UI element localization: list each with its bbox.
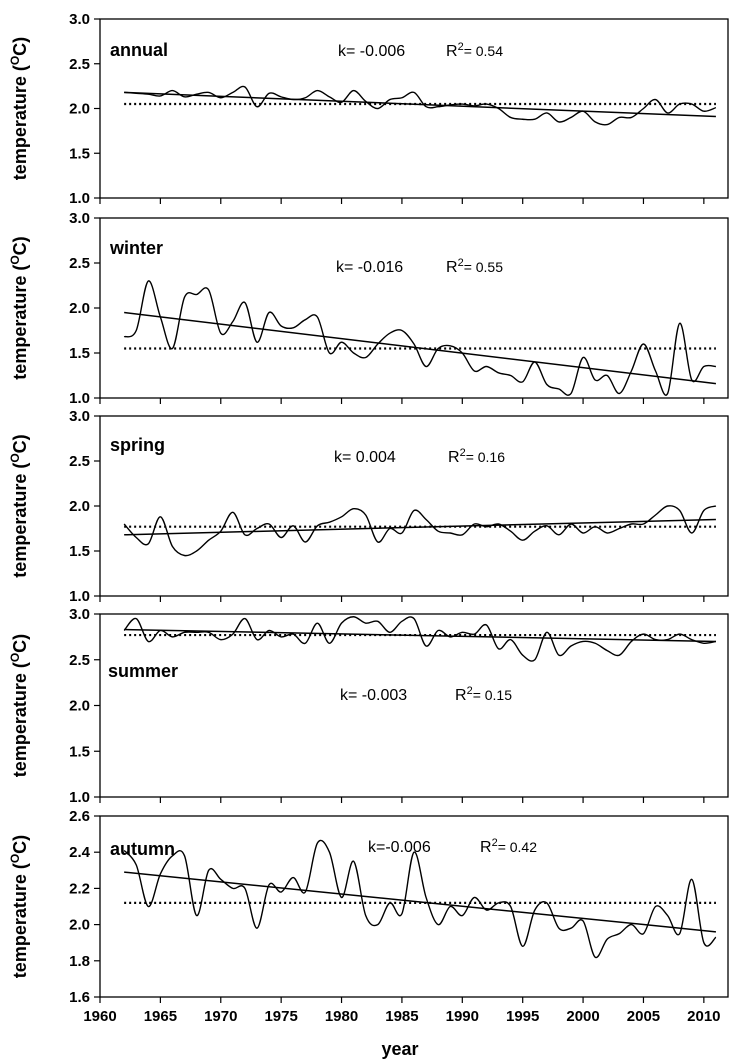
y-tick-label: 2.5 <box>69 453 90 470</box>
x-tick-label: 1975 <box>264 1008 297 1025</box>
y-tick-label: 1.0 <box>69 390 90 407</box>
panel-spring: 1.0 1.5 2.0 2.5 3.0 temperature (OC) spring k= … <box>8 408 729 605</box>
panel-frame <box>99 613 729 798</box>
y-axis-title: temperature (OC) <box>8 236 30 379</box>
trend-line <box>124 91 716 118</box>
y-axis-title: temperature (OC) <box>8 434 30 577</box>
x-tick-label: 2000 <box>566 1008 599 1025</box>
trend-line <box>124 518 716 536</box>
k-value: k= 0.004 <box>334 449 396 466</box>
series-line <box>123 616 717 662</box>
panel-summer: 1.0 1.5 2.0 2.5 3.0 temperature (OC) summer k= … <box>8 606 729 806</box>
panel-winter: 1.0 1.5 2.0 2.5 3.0 temperature (OC) winter k= … <box>8 210 729 407</box>
y-tick-label: 2.4 <box>69 844 91 861</box>
y-tick-label: 2.0 <box>69 698 90 715</box>
x-tick-label: 1995 <box>506 1008 539 1025</box>
k-value: k=-0.006 <box>368 839 431 856</box>
panel-frame <box>99 217 729 399</box>
season-label: winter <box>109 238 163 258</box>
season-label: annual <box>110 40 168 60</box>
x-tick-label: 1980 <box>325 1008 358 1025</box>
y-tick-label: 2.0 <box>69 300 90 317</box>
y-tick-label: 2.5 <box>69 652 90 669</box>
k-value: k= -0.006 <box>338 43 405 60</box>
y-axis-title: temperature (OC) <box>8 634 30 777</box>
panel-frame <box>99 18 729 199</box>
x-tick-label: 1965 <box>144 1008 177 1025</box>
y-tick-label: 1.6 <box>69 989 90 1006</box>
y-tick-label: 2.2 <box>69 880 90 897</box>
y-tick-label: 2.6 <box>69 808 90 825</box>
series-line <box>123 505 717 557</box>
r2-value: R2= 0.16 <box>448 447 505 466</box>
r2-value: R2= 0.15 <box>455 685 512 704</box>
series-line <box>123 839 717 959</box>
chart-panels: 1.0 1.5 2.0 2.5 3.0 temperature (OC) annual k= … <box>8 11 729 1025</box>
x-tick-label: 1985 <box>385 1008 418 1025</box>
x-tick-label: 1970 <box>204 1008 237 1025</box>
y-tick-label: 1.5 <box>69 345 90 362</box>
k-value: k= -0.003 <box>340 687 407 704</box>
y-tick-label: 1.0 <box>69 190 90 207</box>
panel-annual: 1.0 1.5 2.0 2.5 3.0 temperature (OC) annual k= … <box>8 11 729 207</box>
panel-autumn: 1.6 1.8 2.0 2.2 2.4 2.6 temperature (OC) autumn… <box>8 808 729 1006</box>
y-tick-label: 2.0 <box>69 101 90 118</box>
y-tick-label: 3.0 <box>69 408 90 425</box>
trend-line <box>124 871 716 933</box>
x-axis-title: year <box>381 1039 418 1059</box>
trend-line <box>124 628 716 643</box>
y-tick-label: 1.5 <box>69 743 90 760</box>
y-tick-label: 1.0 <box>69 789 90 806</box>
y-tick-label: 2.5 <box>69 255 90 272</box>
series-line <box>123 280 716 396</box>
y-tick-label: 2.0 <box>69 498 90 515</box>
y-axis-title: temperature (OC) <box>8 835 30 978</box>
y-tick-label: 3.0 <box>69 606 90 623</box>
trend-line <box>124 311 717 385</box>
y-tick-label: 1.8 <box>69 953 90 970</box>
y-tick-label: 1.5 <box>69 543 90 560</box>
season-label: summer <box>108 661 178 681</box>
y-axis-title: temperature (OC) <box>8 37 30 180</box>
series-line <box>124 85 717 126</box>
x-tick-label: 2005 <box>627 1008 660 1025</box>
r2-value: R2= 0.54 <box>446 41 503 60</box>
x-tick-label: 1960 <box>83 1008 116 1025</box>
season-label: spring <box>110 435 165 455</box>
r2-value: R2= 0.42 <box>480 837 537 856</box>
y-tick-label: 3.0 <box>69 210 90 227</box>
y-tick-label: 2.5 <box>69 56 90 73</box>
season-label: autumn <box>110 839 175 859</box>
x-tick-label: 1990 <box>446 1008 479 1025</box>
y-tick-label: 1.0 <box>69 588 90 605</box>
y-tick-label: 1.5 <box>69 145 90 162</box>
x-tick-label: 2010 <box>687 1008 720 1025</box>
panel-frame <box>99 415 729 597</box>
k-value: k= -0.016 <box>336 259 403 276</box>
y-tick-label: 2.0 <box>69 917 90 934</box>
r2-value: R2= 0.55 <box>446 257 503 276</box>
y-tick-label: 3.0 <box>69 11 90 28</box>
panel-frame <box>99 815 729 998</box>
